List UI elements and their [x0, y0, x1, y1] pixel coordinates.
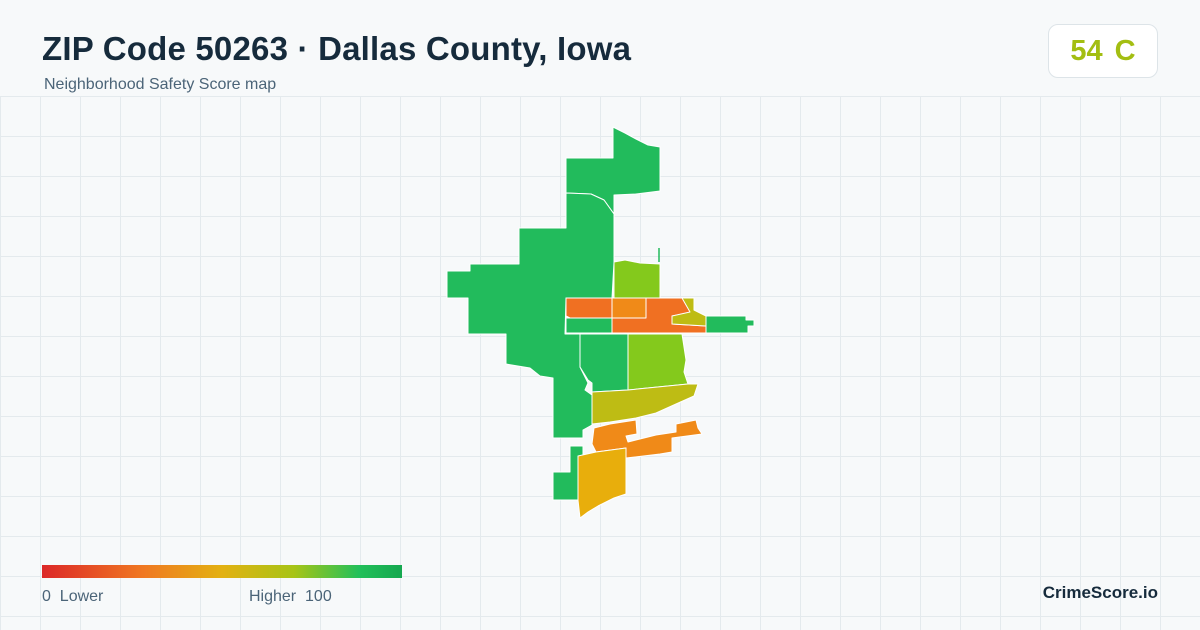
brand-logo-text: CrimeScore.io: [1042, 583, 1158, 602]
legend-high: Higher 100: [249, 588, 332, 606]
map-region-central-sliver[interactable]: [565, 317, 613, 334]
score-legend-gradient: [42, 565, 402, 578]
map-region-north-central[interactable]: [613, 259, 661, 299]
map-region-central-west[interactable]: [565, 297, 613, 319]
map-region-central-small[interactable]: [611, 297, 647, 319]
map-region-south-band[interactable]: [591, 383, 699, 425]
legend-low-value: 0: [42, 588, 51, 605]
safety-score-value: 54: [1070, 34, 1103, 67]
safety-score-badge: 54 C: [1048, 24, 1158, 78]
legend-low-label: Lower: [59, 588, 104, 605]
legend-high-value: 100: [305, 588, 332, 605]
map-region-east-arm[interactable]: [705, 315, 755, 334]
legend-low: 0 Lower: [42, 588, 103, 606]
safety-score-grade: C: [1114, 34, 1136, 67]
legend-high-label: Higher: [249, 588, 297, 605]
map-region-north[interactable]: [565, 126, 661, 215]
page-subtitle: Neighborhood Safety Score map: [44, 76, 277, 93]
map-region-south[interactable]: [577, 447, 627, 519]
page-title: ZIP Code 50263 · Dallas County, Iowa: [42, 30, 632, 67]
map-region-east-central[interactable]: [627, 333, 689, 391]
